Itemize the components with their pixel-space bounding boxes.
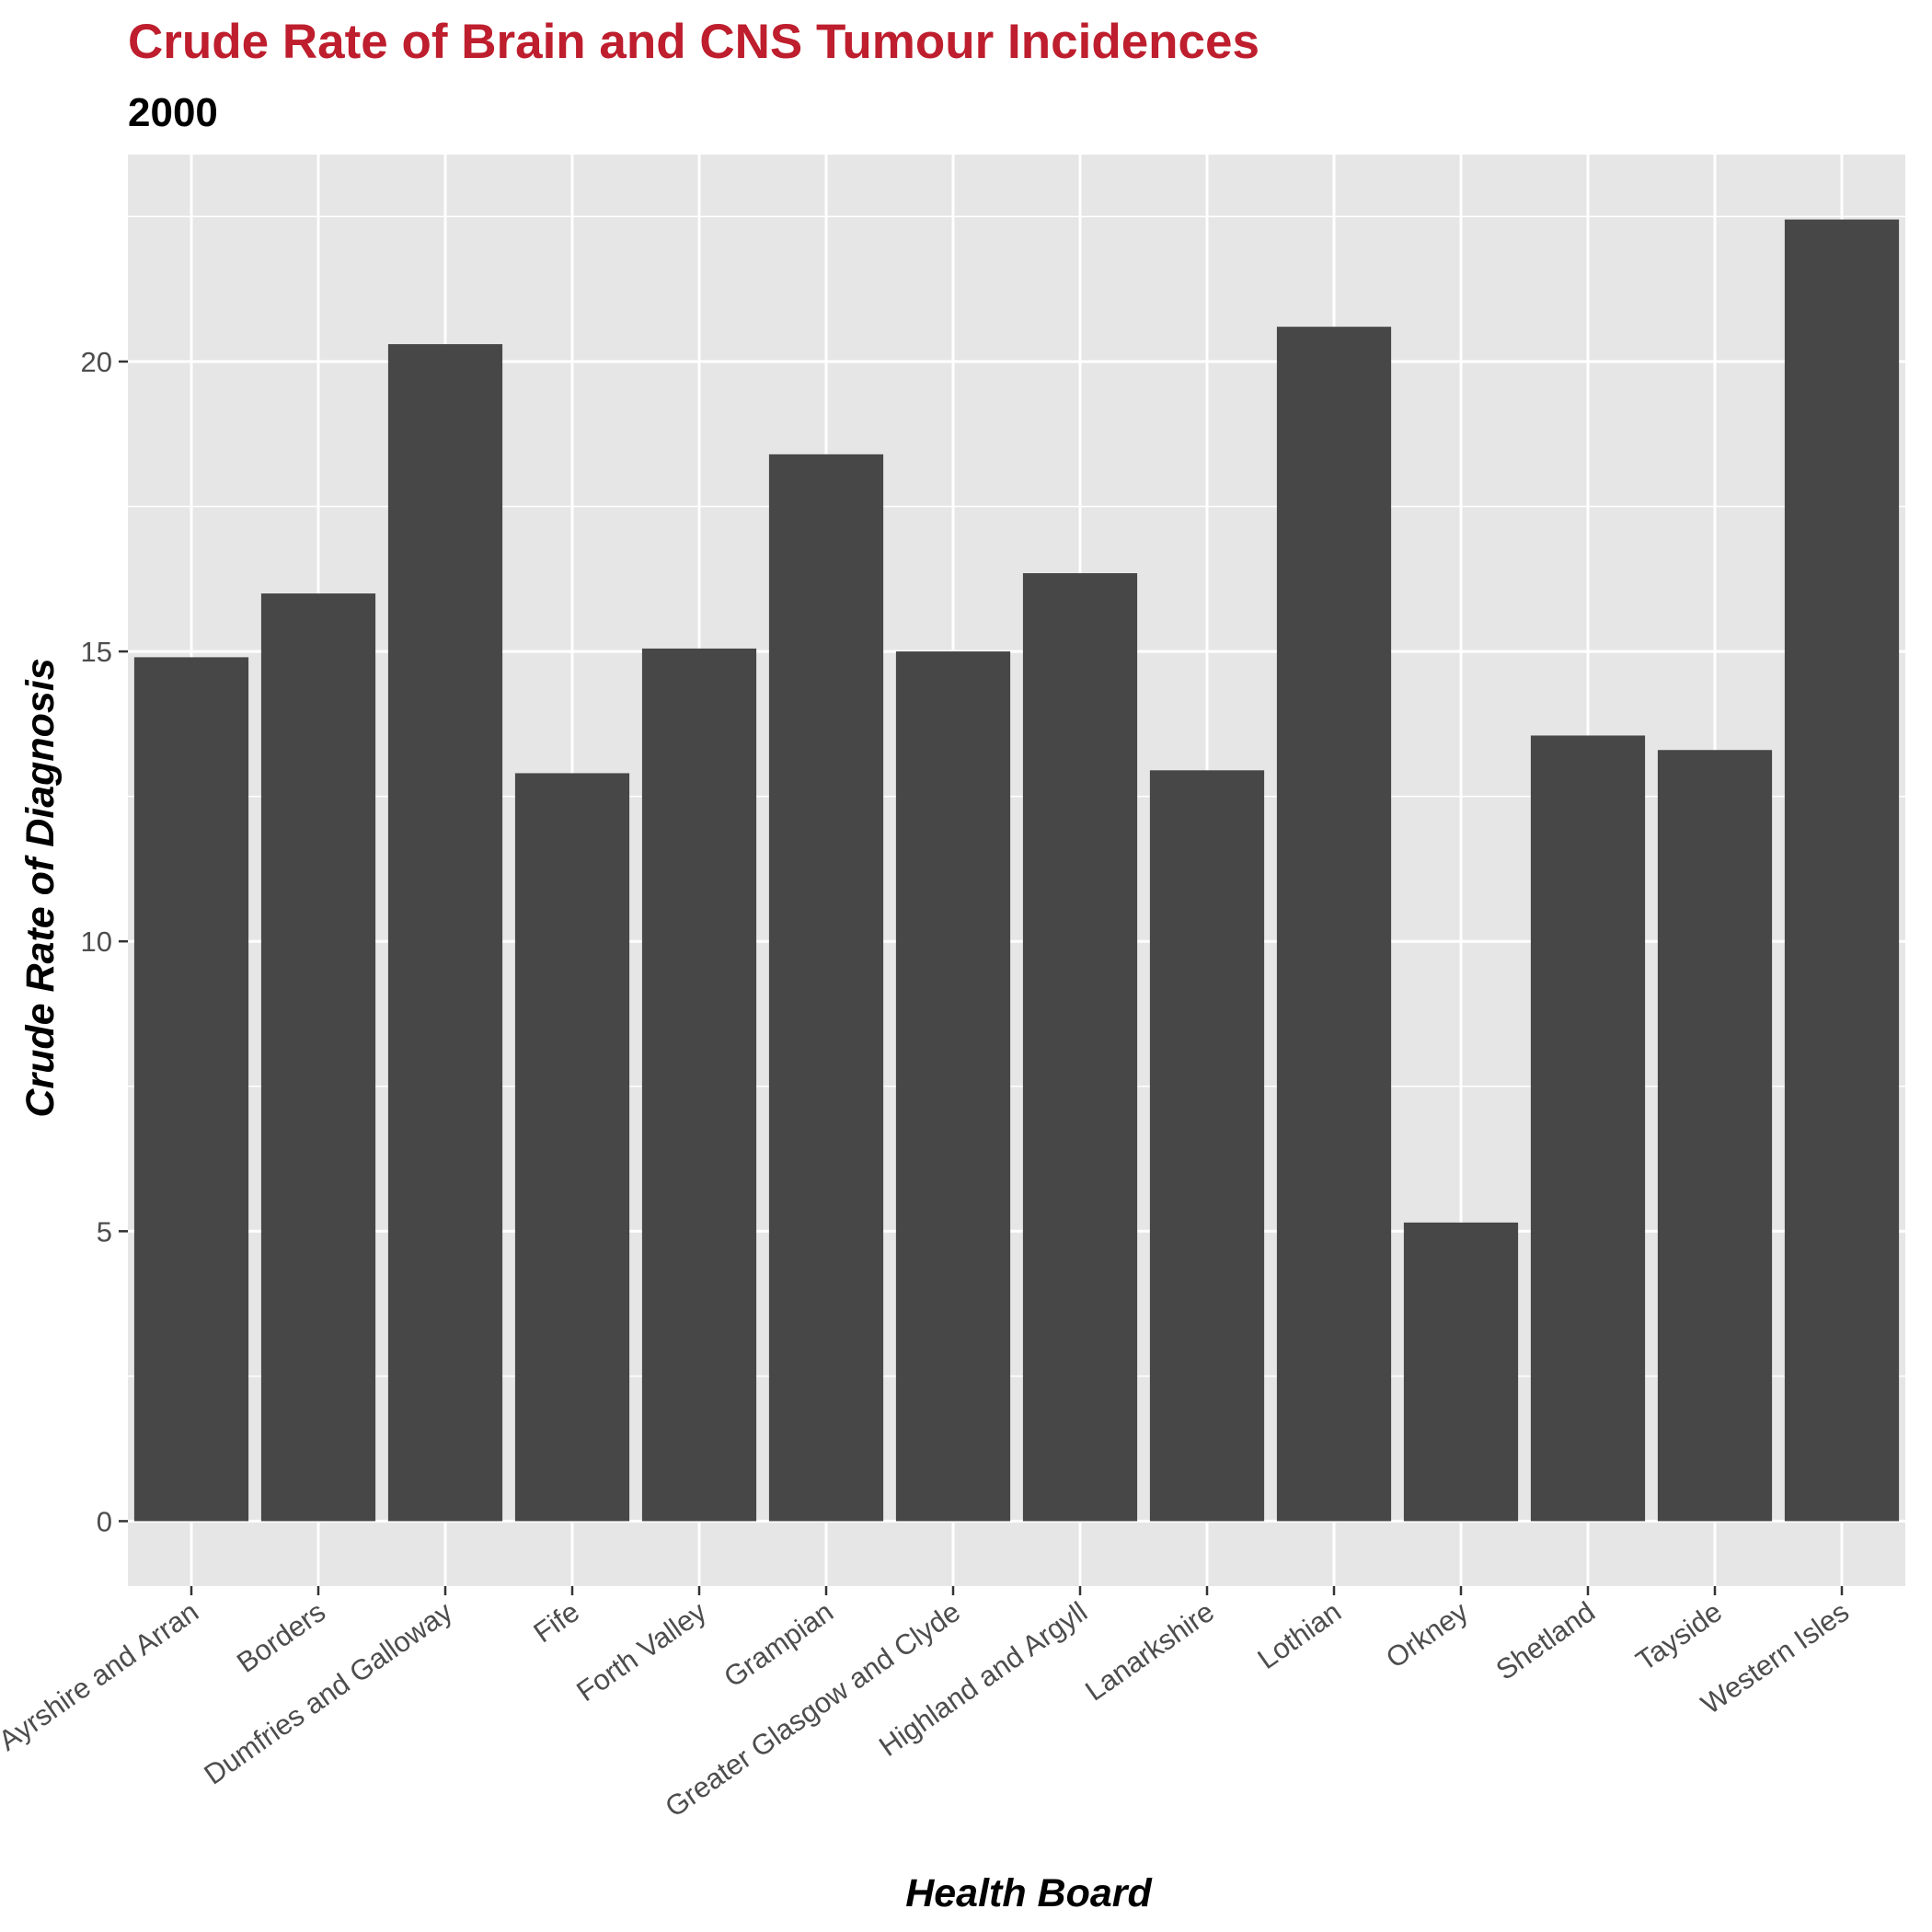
y-axis-title: Crude Rate of Diagnosis <box>18 658 63 1117</box>
bar <box>260 593 376 1522</box>
x-tick-label: Grampian <box>718 1595 839 1694</box>
bar <box>1149 770 1265 1522</box>
bar <box>1784 219 1900 1522</box>
x-tick-label: Borders <box>231 1595 331 1679</box>
x-tick-label: Forth Valley <box>570 1595 712 1708</box>
x-tick-label: Fife <box>528 1595 585 1649</box>
bar <box>1022 573 1138 1522</box>
bar <box>895 651 1011 1522</box>
y-axis: 0 5 10 15 20 <box>81 346 128 1537</box>
y-tick-label: 0 <box>97 1505 112 1537</box>
bar <box>641 648 757 1522</box>
bar <box>1276 327 1392 1522</box>
x-tick-label: Dumfries and Galloway <box>198 1595 458 1791</box>
bar <box>387 344 503 1522</box>
bar <box>1530 735 1646 1522</box>
bar <box>133 657 249 1522</box>
bar <box>1657 750 1773 1522</box>
x-tick-label: Lothian <box>1252 1595 1347 1675</box>
y-tick-label: 10 <box>81 926 112 958</box>
x-tick-label: Ayrshire and Arran <box>0 1595 204 1757</box>
y-tick-label: 5 <box>97 1215 112 1248</box>
x-tick-label: Tayside <box>1630 1595 1728 1677</box>
x-tick-label: Highland and Argyll <box>873 1595 1093 1763</box>
chart-title: Crude Rate of Brain and CNS Tumour Incid… <box>128 15 1259 69</box>
bar <box>768 454 884 1522</box>
bar <box>1403 1222 1519 1522</box>
x-tick-label: Lanarkshire <box>1079 1595 1220 1708</box>
y-tick-label: 15 <box>81 636 112 668</box>
chart-subtitle: 2000 <box>128 90 218 135</box>
y-tick-label: 20 <box>81 346 112 378</box>
bars <box>133 219 1900 1522</box>
x-tick-label: Shetland <box>1490 1595 1601 1686</box>
bar <box>514 773 630 1522</box>
x-axis-title: Health Board <box>905 1871 1152 1915</box>
x-tick-label: Orkney <box>1380 1595 1474 1674</box>
